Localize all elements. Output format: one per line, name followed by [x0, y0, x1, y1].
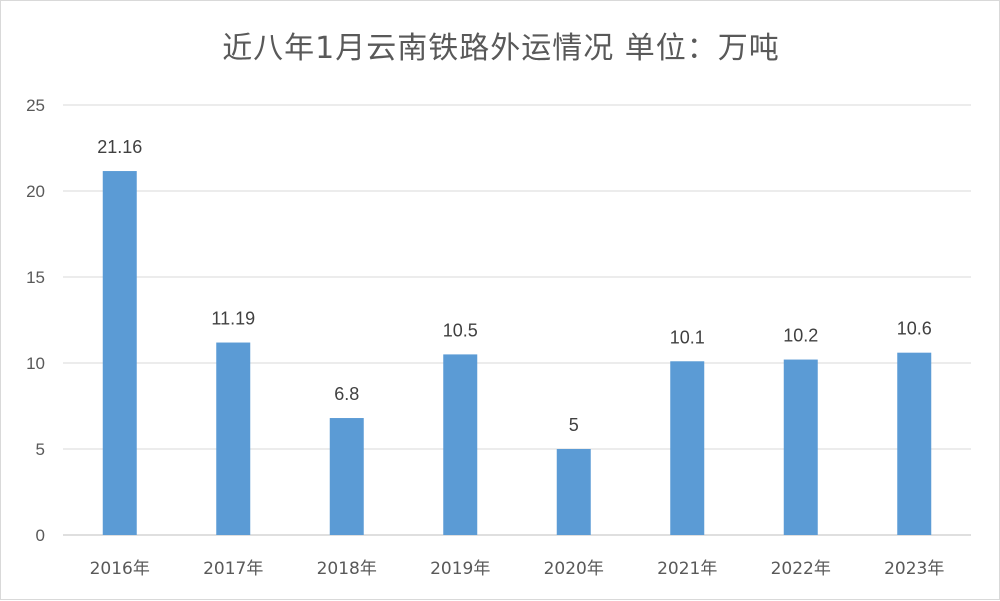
data-labels: 21.16 11.19 6.8 10.5 5 10.1 10.2 10.6	[97, 137, 932, 435]
bar	[783, 359, 818, 535]
x-tick-label: 2021年	[657, 559, 717, 579]
bar	[329, 418, 364, 535]
x-tick-label: 2019年	[430, 559, 490, 579]
x-tick-label: 2018年	[317, 559, 377, 579]
data-label: 10.2	[783, 326, 818, 346]
x-tick-label: 2017年	[203, 559, 263, 579]
y-tick-label: 20	[26, 182, 45, 201]
y-tick-label: 5	[36, 440, 45, 459]
y-axis-ticks: 0 5 10 15 20 25	[26, 96, 45, 545]
data-label: 21.16	[97, 137, 142, 157]
x-tick-label: 2022年	[771, 559, 831, 579]
x-tick-label: 2016年	[90, 559, 150, 579]
data-label: 10.6	[897, 319, 932, 339]
chart-title: 近八年1月云南铁路外运情况 单位：万吨	[222, 31, 780, 66]
bar	[443, 354, 478, 535]
x-tick-label: 2020年	[544, 559, 604, 579]
bars	[102, 171, 932, 535]
gridlines	[63, 104, 971, 536]
data-label: 11.19	[211, 309, 255, 329]
bar	[897, 352, 932, 535]
y-tick-label: 0	[36, 526, 45, 545]
y-tick-label: 10	[26, 354, 45, 373]
x-axis-ticks: 2016年 2017年 2018年 2019年 2020年 2021年 2022年 2023年	[90, 559, 945, 579]
bar	[216, 342, 251, 535]
y-tick-label: 15	[26, 268, 45, 287]
data-label: 5	[569, 415, 579, 435]
y-tick-label: 25	[26, 96, 45, 115]
data-label: 10.5	[443, 320, 478, 340]
bar	[670, 361, 705, 535]
x-tick-label: 2023年	[884, 559, 944, 579]
bar	[102, 171, 137, 535]
data-label: 10.1	[670, 327, 705, 347]
data-label: 6.8	[334, 384, 359, 404]
bar	[556, 449, 591, 535]
